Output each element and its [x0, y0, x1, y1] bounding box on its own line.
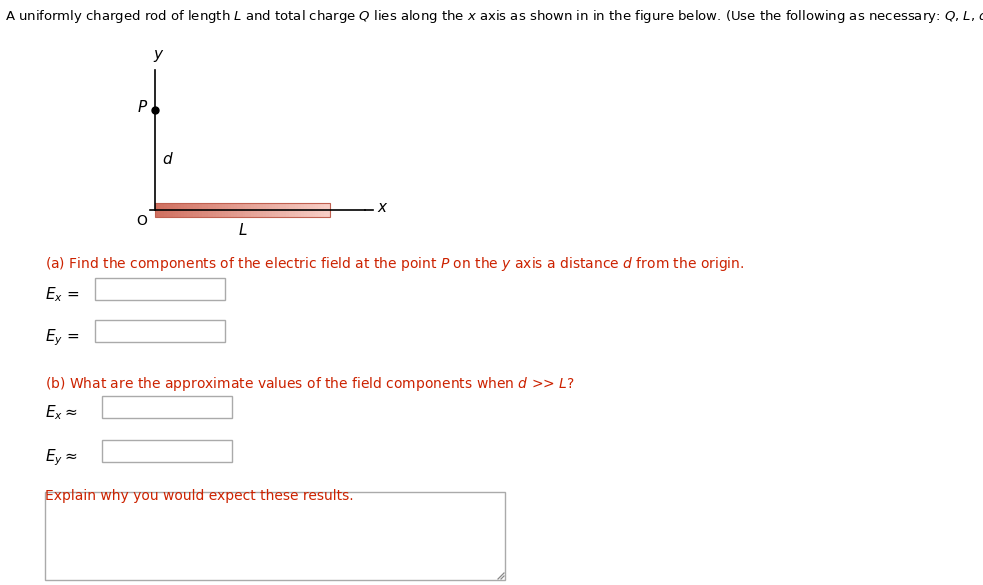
Bar — [196, 203, 200, 217]
Text: L: L — [238, 223, 247, 238]
Bar — [292, 203, 296, 217]
Bar — [324, 203, 327, 217]
Bar — [234, 203, 237, 217]
Bar — [265, 203, 269, 217]
Bar — [178, 203, 182, 217]
Bar — [155, 203, 330, 217]
Text: $E_x\approx$: $E_x\approx$ — [45, 403, 78, 422]
Bar — [216, 203, 219, 217]
Bar — [252, 203, 255, 217]
Bar — [289, 203, 293, 217]
Bar — [187, 203, 191, 217]
Bar — [318, 203, 321, 217]
Bar — [243, 203, 246, 217]
Bar — [204, 203, 208, 217]
Bar — [262, 203, 266, 217]
Text: d: d — [162, 153, 172, 167]
Bar — [240, 203, 243, 217]
Bar — [286, 203, 290, 217]
Text: P: P — [138, 101, 147, 115]
Bar — [202, 203, 205, 217]
Bar — [321, 203, 324, 217]
Bar — [102, 396, 232, 418]
Bar — [213, 203, 216, 217]
Bar — [268, 203, 272, 217]
Bar — [255, 203, 258, 217]
Text: A uniformly charged rod of length $L$ and total charge $Q$ lies along the $x$ ax: A uniformly charged rod of length $L$ an… — [5, 8, 983, 25]
Bar — [158, 203, 161, 217]
Bar — [210, 203, 214, 217]
Bar — [199, 203, 202, 217]
Text: (b) What are the approximate values of the field components when $d$ >> $L$?: (b) What are the approximate values of t… — [45, 375, 575, 393]
Bar — [161, 203, 164, 217]
Bar — [260, 203, 263, 217]
Bar — [258, 203, 260, 217]
Text: $E_y$ =: $E_y$ = — [45, 327, 80, 347]
Bar — [313, 203, 316, 217]
Bar — [219, 203, 222, 217]
Bar — [277, 203, 281, 217]
Bar — [184, 203, 188, 217]
Bar — [172, 203, 176, 217]
Text: x: x — [377, 201, 386, 215]
Text: $E_y\approx$: $E_y\approx$ — [45, 447, 78, 467]
Bar — [327, 203, 330, 217]
Bar — [246, 203, 249, 217]
Bar — [304, 203, 307, 217]
Bar — [231, 203, 234, 217]
Bar — [249, 203, 252, 217]
Bar — [310, 203, 313, 217]
Bar — [193, 203, 197, 217]
Bar — [181, 203, 185, 217]
Bar — [155, 203, 158, 217]
Text: O: O — [136, 214, 147, 228]
Bar — [225, 203, 228, 217]
Bar — [295, 203, 299, 217]
Bar — [316, 203, 318, 217]
Bar — [280, 203, 284, 217]
Bar — [95, 278, 225, 300]
Bar — [207, 203, 211, 217]
Text: (a) Find the components of the electric field at the point $P$ on the $y$ axis a: (a) Find the components of the electric … — [45, 255, 744, 273]
Bar — [228, 203, 231, 217]
Bar — [102, 440, 232, 462]
Bar — [237, 203, 240, 217]
Bar — [301, 203, 305, 217]
Bar — [298, 203, 302, 217]
Text: Explain why you would expect these results.: Explain why you would expect these resul… — [45, 489, 354, 503]
Bar — [307, 203, 310, 217]
Bar — [274, 203, 278, 217]
Text: $E_x$ =: $E_x$ = — [45, 285, 80, 304]
Bar — [45, 492, 505, 580]
Bar — [222, 203, 225, 217]
Bar — [167, 203, 170, 217]
Bar — [95, 320, 225, 342]
Bar — [170, 203, 173, 217]
Text: y: y — [153, 47, 162, 62]
Bar — [190, 203, 194, 217]
Bar — [271, 203, 275, 217]
Bar — [175, 203, 179, 217]
Bar — [283, 203, 287, 217]
Bar — [164, 203, 167, 217]
